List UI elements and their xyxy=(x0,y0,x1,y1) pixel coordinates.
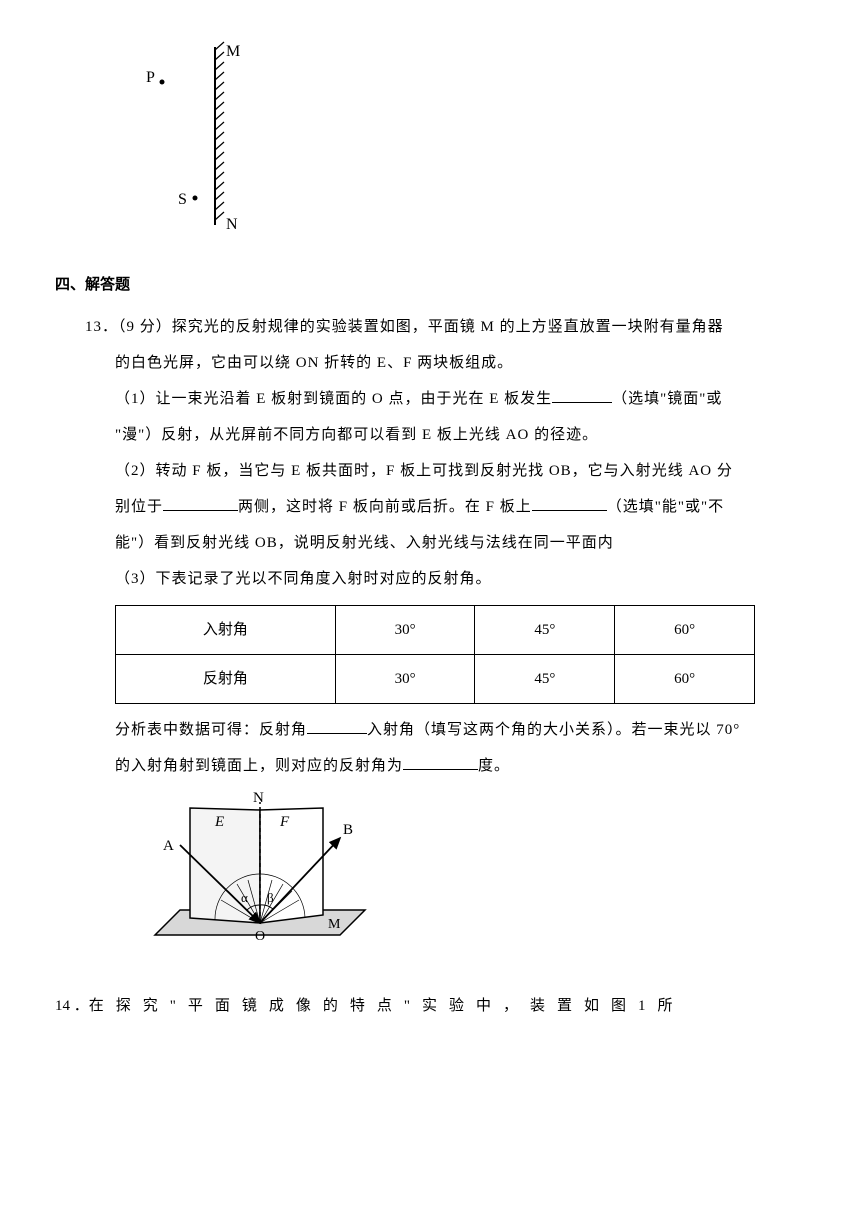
label-O: O xyxy=(255,929,265,944)
blank-3 xyxy=(532,496,607,511)
mirror-diagram: M N P S xyxy=(140,40,805,249)
label-A: A xyxy=(163,838,174,854)
q13-intro-line1: 13．（9 分）探究光的反射规律的实验装置如图，平面镜 M 的上方竖直放置一块附… xyxy=(85,309,805,345)
q14-text: 在探究"平面镜成像的特点"实验中，装置如图1所 xyxy=(89,998,685,1014)
section-title: 四、解答题 xyxy=(55,267,805,303)
question-13: 13．（9 分）探究光的反射规律的实验装置如图，平面镜 M 的上方竖直放置一块附… xyxy=(55,309,805,974)
q13-intro-line2: 的白色光屏，它由可以绕 ON 折转的 E、F 两块板组成。 xyxy=(115,345,805,381)
q13-part2b-b: 两侧，这时将 F 板向前或后折。在 F 板上 xyxy=(238,499,532,515)
angle-table: 入射角 30° 45° 60° 反射角 30° 45° 60° xyxy=(115,605,755,704)
label-S: S xyxy=(178,191,187,208)
table-cell: 60° xyxy=(615,606,755,655)
q13-after-table-line2: 的入射角射到镜面上，则对应的反射角为 度。 xyxy=(115,748,805,784)
label-B: B xyxy=(343,822,353,838)
table-cell: 60° xyxy=(615,655,755,704)
label-P: P xyxy=(146,69,155,86)
table-cell: 30° xyxy=(335,655,475,704)
q13-part1b-text: （选填"镜面"或 xyxy=(612,391,722,407)
table-cell: 45° xyxy=(475,606,615,655)
table-row: 反射角 30° 45° 60° xyxy=(116,655,755,704)
table-cell: 45° xyxy=(475,655,615,704)
label-M: M xyxy=(328,917,341,932)
table-row: 入射角 30° 45° 60° xyxy=(116,606,755,655)
blank-4 xyxy=(307,719,367,734)
blank-1 xyxy=(552,388,612,403)
q13-part3-intro: （3）下表记录了光以不同角度入射时对应的反射角。 xyxy=(115,561,805,597)
table-cell: 入射角 xyxy=(116,606,336,655)
blank-2 xyxy=(163,496,238,511)
label-F: F xyxy=(279,814,290,830)
label-beta: β xyxy=(267,890,274,905)
label-E: E xyxy=(214,814,224,830)
q13-after-b: 入射角（填写这两个角的大小关系）。若一束光以 70° xyxy=(367,722,740,738)
q13-part1a-text: （1）让一束光沿着 E 板射到镜面的 O 点，由于光在 E 板发生 xyxy=(115,391,552,407)
q13-part2b-a: 别位于 xyxy=(115,499,163,515)
q13-after-a: 分析表中数据可得：反射角 xyxy=(115,722,307,738)
q13-after-table-line1: 分析表中数据可得：反射角 入射角（填写这两个角的大小关系）。若一束光以 70° xyxy=(115,712,805,748)
q13-after-c-a: 的入射角射到镜面上，则对应的反射角为 xyxy=(115,758,403,774)
reflection-diagram: N E F A B O M α β xyxy=(145,790,805,974)
q13-part1-line1: （1）让一束光沿着 E 板射到镜面的 O 点，由于光在 E 板发生 （选填"镜面"… xyxy=(115,381,805,417)
q13-part2-line1: （2）转动 F 板，当它与 E 板共面时，F 板上可找到反射光找 OB，它与入射… xyxy=(115,453,805,489)
q13-part1-line2: "漫"）反射，从光屏前不同方向都可以看到 E 板上光线 AO 的径迹。 xyxy=(115,417,805,453)
q14-number: 14 ． xyxy=(55,998,89,1014)
label-alpha: α xyxy=(241,890,248,905)
label-M: M xyxy=(226,43,240,60)
label-N: N xyxy=(226,216,238,233)
label-N: N xyxy=(253,790,264,806)
q13-part2b-c: （选填"能"或"不 xyxy=(607,499,724,515)
table-cell: 反射角 xyxy=(116,655,336,704)
table-cell: 30° xyxy=(335,606,475,655)
q13-part2-line2: 别位于 两侧，这时将 F 板向前或后折。在 F 板上 （选填"能"或"不 xyxy=(115,489,805,525)
blank-5 xyxy=(403,755,478,770)
q13-part2-line3: 能"）看到反射光线 OB，说明反射光线、入射光线与法线在同一平面内 xyxy=(115,525,805,561)
q13-after-c-b: 度。 xyxy=(478,758,510,774)
question-14: 14 ．在探究"平面镜成像的特点"实验中，装置如图1所 xyxy=(55,988,805,1024)
